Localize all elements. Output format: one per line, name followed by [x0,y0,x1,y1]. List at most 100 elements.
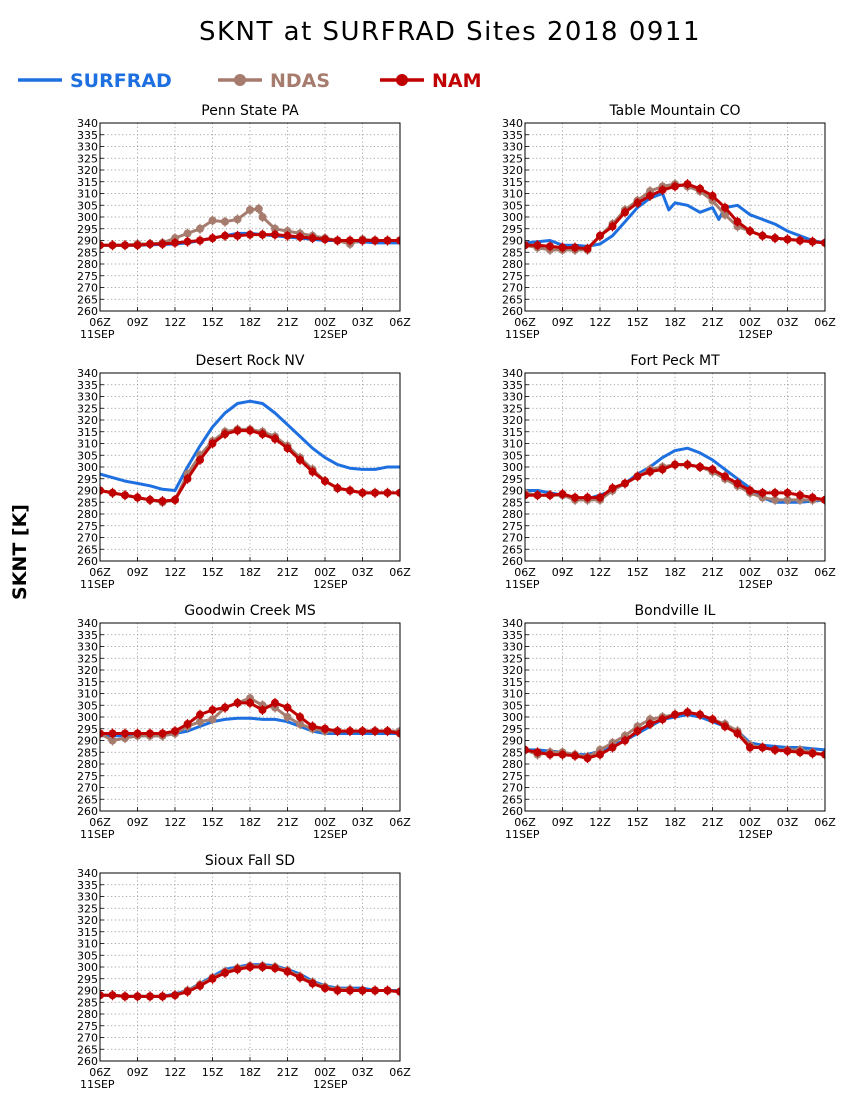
y-tick-label: 290 [77,235,98,248]
y-tick-label: 300 [502,211,523,224]
x-date-label: 11SEP [80,1078,115,1091]
y-tick-label: 340 [77,617,98,630]
y-tick-label: 315 [502,176,523,189]
panel-title-bondville-il: Bondville IL [635,603,716,619]
panel-title-sioux-fall-sd: Sioux Fall SD [205,853,295,869]
y-tick-label: 330 [502,141,523,154]
x-date-label: 11SEP [80,828,115,841]
x-date-label: 11SEP [505,578,540,591]
panel-sioux-fall-sd: Sioux Fall SD 260265270275280285290295300… [77,853,411,1091]
panels: Penn State PA260265270275280285290295300… [77,103,836,1091]
x-tick-label: 06Z [514,316,536,329]
y-tick-label: 290 [77,735,98,748]
y-tick-label: 265 [77,293,98,306]
data-point-nam [396,987,400,996]
y-tick-label: 335 [77,879,98,892]
panel-title-fort-peck-mt: Fort Peck MT [630,353,720,369]
series-line-surfrad [525,192,825,248]
x-tick-label: 06Z [389,816,411,829]
x-tick-label: 09Z [552,316,574,329]
x-date-label: 12SEP [738,328,773,341]
y-tick-label: 320 [77,414,98,427]
x-tick-label: 18Z [239,816,261,829]
y-tick-label: 340 [77,867,98,880]
series-nam [100,962,400,1002]
y-tick-label: 340 [502,367,523,380]
plot-frame [99,622,401,812]
x-tick-label: 12Z [164,566,186,579]
x-tick-label: 15Z [202,566,224,579]
y-tick-label: 335 [502,629,523,642]
x-date-label: 11SEP [505,828,540,841]
x-date-label: 12SEP [738,828,773,841]
x-tick-label: 09Z [127,566,149,579]
x-tick-label: 12Z [589,566,611,579]
x-tick-label: 00Z [739,316,761,329]
y-tick-label: 285 [77,496,98,509]
x-tick-label: 06Z [89,316,111,329]
y-tick-label: 280 [77,508,98,521]
y-tick-label: 310 [77,188,98,201]
y-tick-label: 325 [77,402,98,415]
x-tick-label: 21Z [277,816,299,829]
y-tick-label: 290 [77,985,98,998]
x-tick-label: 06Z [389,566,411,579]
x-tick-label: 09Z [127,816,149,829]
y-tick-label: 305 [502,199,523,212]
y-tick-label: 335 [502,379,523,392]
y-tick-label: 275 [77,1020,98,1033]
panel-title-desert-rock-nv: Desert Rock NV [196,353,305,369]
y-tick-label: 280 [502,508,523,521]
x-tick-label: 03Z [352,816,374,829]
plot-frame [99,372,401,562]
y-tick-label: 300 [77,961,98,974]
data-point-nam [100,991,104,1000]
y-tick-label: 265 [502,293,523,306]
y-tick-label: 310 [502,688,523,701]
figure-title: SKNT at SURFRAD Sites 2018 0911 [199,17,701,47]
y-tick-label: 320 [502,414,523,427]
data-point-nam [100,241,104,250]
panel-goodwin-creek-ms: Goodwin Creek MS 260265270275280285290295… [77,603,411,841]
x-tick-label: 06Z [514,816,536,829]
y-tick-label: 300 [502,461,523,474]
legend-label-nam: NAM [432,70,482,92]
x-tick-label: 09Z [552,566,574,579]
y-tick-label: 275 [77,770,98,783]
data-point-nam [396,236,400,245]
y-tick-label: 285 [502,246,523,259]
y-tick-label: 305 [502,449,523,462]
x-date-label: 12SEP [738,578,773,591]
y-tick-label: 335 [502,129,523,142]
x-tick-label: 09Z [127,1066,149,1079]
data-point-nam [525,745,529,754]
x-tick-label: 18Z [239,566,261,579]
panel-title-table-mountain-co: Table Mountain CO [608,103,740,119]
x-tick-label: 15Z [202,316,224,329]
x-tick-label: 18Z [664,816,686,829]
series-nam [100,425,400,507]
y-tick-label: 290 [502,735,523,748]
data-point-nam [525,241,529,250]
x-date-label: 12SEP [313,828,348,841]
data-point-nam [821,750,825,759]
legend-item-nam: NAM [380,70,482,92]
y-tick-label: 295 [502,723,523,736]
x-tick-label: 15Z [627,566,649,579]
y-tick-label: 290 [502,235,523,248]
y-tick-label: 290 [77,485,98,498]
x-date-label: 11SEP [505,328,540,341]
y-tick-label: 275 [77,270,98,283]
x-tick-label: 00Z [739,816,761,829]
x-tick-label: 03Z [352,316,374,329]
y-tick-label: 280 [77,758,98,771]
y-tick-label: 325 [502,402,523,415]
y-tick-label: 335 [77,379,98,392]
x-tick-label: 00Z [314,566,336,579]
y-tick-label: 330 [77,641,98,654]
x-tick-label: 03Z [777,566,799,579]
y-tick-label: 335 [77,129,98,142]
y-tick-label: 325 [77,152,98,165]
x-date-label: 12SEP [313,1078,348,1091]
plot-frame [524,622,826,812]
